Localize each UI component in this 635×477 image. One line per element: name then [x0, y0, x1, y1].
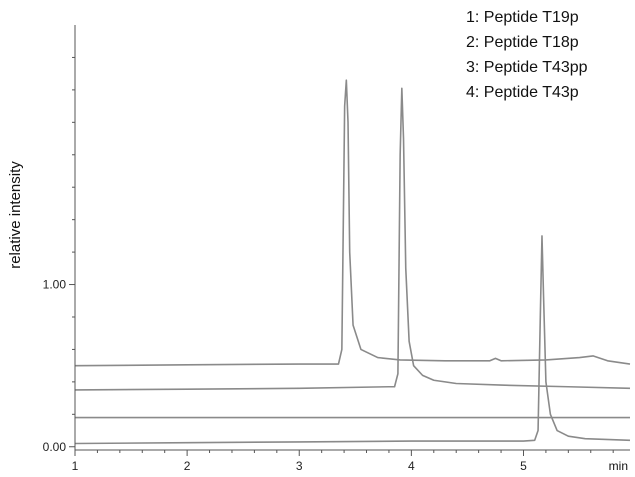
trace-3 [74, 87, 631, 391]
legend-entry-3: 3: Peptide T43pp [466, 59, 588, 76]
chromatogram-traces [74, 79, 631, 445]
y-tick-label: 1.00 [43, 278, 67, 292]
legend-entry-2: 2: Peptide T18p [466, 34, 579, 51]
y-tick-label: 0.00 [43, 440, 67, 454]
legend-entry-4: 4: Peptide T43p [466, 84, 579, 101]
x-tick-label: 5 [520, 459, 527, 473]
x-tick-label: 4 [408, 459, 415, 473]
legend-entry-1: 1: Peptide T19p [466, 9, 579, 26]
legend: 1: Peptide T19p 2: Peptide T18p 3: Peptide… [466, 9, 588, 101]
y-axis-title: relative intensity [7, 161, 24, 269]
x-tick-label: 2 [184, 459, 191, 473]
y-axis-ticks: 0.00 1.00 [43, 56, 75, 454]
x-tick-label: 1 [72, 459, 79, 473]
x-axis-title: min [609, 459, 628, 473]
trace-1 [74, 235, 631, 445]
x-axis-ticks: 1 2 3 4 5 [72, 450, 614, 473]
x-tick-label: 3 [296, 459, 303, 473]
trace-4 [74, 79, 631, 367]
